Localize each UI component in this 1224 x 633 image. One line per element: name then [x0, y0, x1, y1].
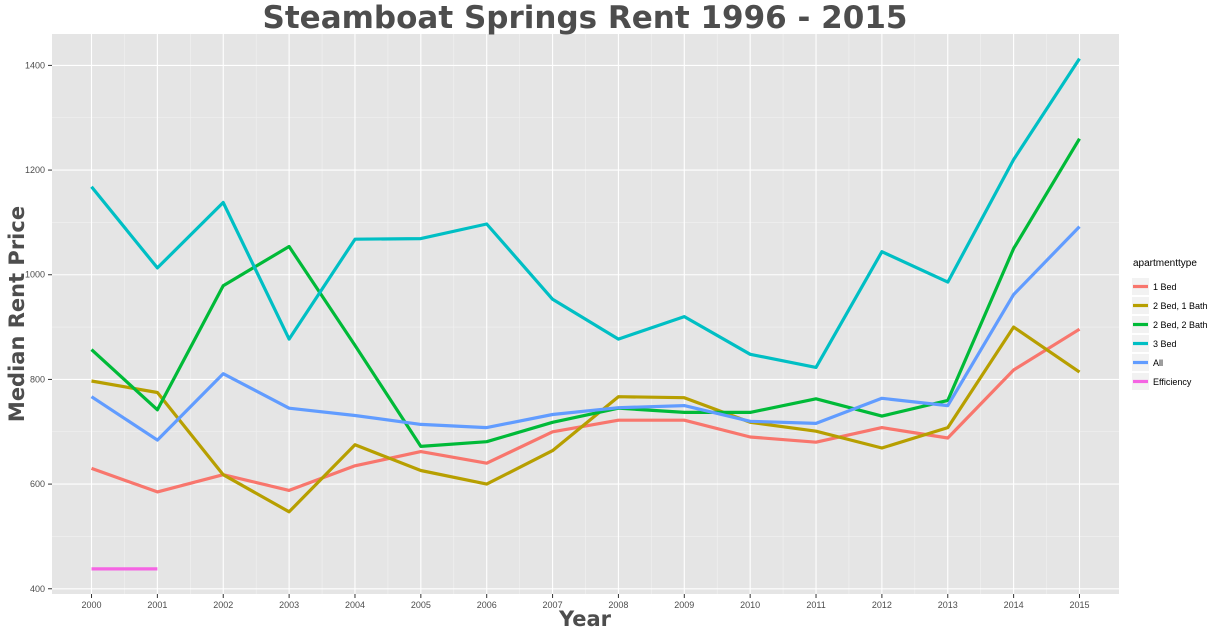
legend-item-2-bed-1-bath: 2 Bed, 1 Bath	[1132, 297, 1208, 314]
x-tick-label: 2008	[608, 600, 628, 610]
legend-label: 2 Bed, 2 Bath	[1153, 320, 1208, 330]
major-grid	[52, 34, 1119, 594]
x-axis-title: Year	[558, 607, 612, 631]
x-tick-label: 2002	[213, 600, 233, 610]
x-tick-label: 2001	[147, 600, 167, 610]
x-tick-label: 2011	[806, 600, 825, 610]
x-axis-ticks: 2000 2001 2002 2003 2004 2005 2006 2007 2008 2009…	[82, 594, 1089, 610]
series-line-3-bed	[90, 57, 1081, 369]
x-tick-label: 2013	[938, 600, 958, 610]
x-tick-label: 2004	[345, 600, 365, 610]
x-tick-label: 2000	[82, 600, 102, 610]
y-tick-label: 600	[30, 479, 45, 489]
legend-label: All	[1153, 358, 1163, 368]
legend-item-2-bed-2-bath: 2 Bed, 2 Bath	[1132, 316, 1208, 333]
y-tick-label: 1000	[25, 270, 45, 280]
y-tick-label: 1400	[25, 60, 45, 70]
chart-title: Steamboat Springs Rent 1996 - 2015	[263, 0, 908, 36]
series-lines	[90, 57, 1081, 571]
legend-item-efficiency: Efficiency	[1132, 373, 1192, 390]
y-axis-ticks: 400 600 800 1000 1200 1400	[25, 60, 52, 594]
legend-title: apartmenttype	[1133, 258, 1197, 269]
series-line-1-bed	[90, 327, 1081, 494]
y-axis-title: Median Rent Price	[5, 206, 29, 422]
legend-item-1-bed: 1 Bed	[1132, 278, 1177, 295]
y-tick-label: 400	[30, 584, 45, 594]
x-tick-label: 2003	[279, 600, 299, 610]
legend-item-all: All	[1132, 354, 1163, 371]
legend-label: Efficiency	[1153, 377, 1192, 387]
legend-items: 1 Bed 2 Bed, 1 Bath 2 Bed, 2 Bath 3 Bed All E…	[1132, 278, 1208, 390]
x-tick-label: 2015	[1069, 600, 1089, 610]
x-tick-label: 2005	[411, 600, 431, 610]
series-line-2-bed-1-bath	[91, 325, 1081, 514]
legend-label: 3 Bed	[1153, 339, 1177, 349]
x-tick-label: 2009	[674, 600, 694, 610]
series-line-all	[90, 225, 1081, 442]
legend-item-3-bed: 3 Bed	[1132, 335, 1177, 352]
legend-label: 1 Bed	[1153, 282, 1177, 292]
legend: apartmenttype 1 Bed 2 Bed, 1 Bath 2 Bed, 2…	[1132, 258, 1208, 390]
legend-label: 2 Bed, 1 Bath	[1153, 301, 1208, 311]
y-tick-label: 800	[30, 374, 45, 384]
series-line-2-bed-2-bath	[90, 137, 1081, 448]
x-tick-label: 2010	[740, 600, 760, 610]
x-tick-label: 2014	[1004, 600, 1024, 610]
minor-grid	[52, 34, 1119, 594]
x-tick-label: 2006	[477, 600, 497, 610]
x-tick-label: 2007	[543, 600, 563, 610]
x-tick-label: 2012	[872, 600, 892, 610]
y-tick-label: 1200	[25, 165, 45, 175]
